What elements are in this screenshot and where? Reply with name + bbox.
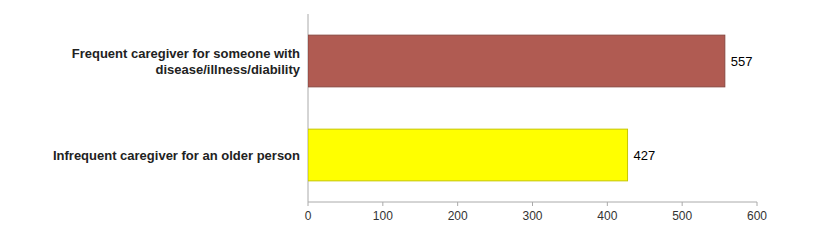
x-tick-label: 600 — [747, 209, 767, 223]
x-tick-label: 100 — [373, 209, 393, 223]
bar — [308, 35, 725, 87]
labels: 557 Frequent caregiver for someone withdi… — [53, 46, 753, 163]
chart-svg: 0 100 200 300 400 500 600 557 Frequent caregiver… — [0, 0, 817, 244]
x-tick — [308, 202, 309, 206]
x-tick-label: 300 — [522, 209, 542, 223]
x-tick-label: 400 — [597, 209, 617, 223]
x-tick-label: 0 — [305, 209, 312, 223]
x-tick — [532, 202, 533, 206]
bar — [308, 129, 628, 181]
x-tick — [682, 202, 683, 206]
data-label: 427 — [634, 148, 656, 163]
category-label: Infrequent caregiver for an older person — [53, 148, 300, 163]
x-tick — [382, 202, 383, 206]
x-tick — [457, 202, 458, 206]
x-tick — [607, 202, 608, 206]
x-tick-label: 200 — [448, 209, 468, 223]
chart-container: 0 100 200 300 400 500 600 557 Frequent caregiver… — [0, 0, 817, 244]
bars — [308, 35, 725, 181]
x-axis-line — [308, 202, 757, 203]
x-tick-label: 500 — [672, 209, 692, 223]
category-label: Frequent caregiver for someone withdisea… — [72, 46, 301, 77]
x-axis: 0 100 200 300 400 500 600 — [305, 14, 768, 223]
data-label: 557 — [731, 54, 753, 69]
x-tick — [757, 202, 758, 206]
